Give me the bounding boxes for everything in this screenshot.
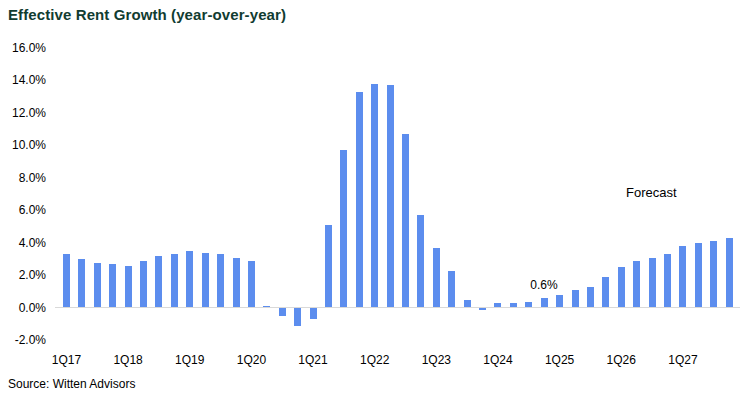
source-note: Source: Witten Advisors xyxy=(8,377,135,391)
bar-2Q17 xyxy=(78,259,85,308)
zero-axis-line xyxy=(55,307,740,308)
y-axis-tick-label: 4.0% xyxy=(0,236,46,251)
bar-2Q22 xyxy=(387,85,394,308)
bar-1Q23 xyxy=(433,248,440,308)
x-axis-tick-label: 1Q25 xyxy=(538,353,582,368)
x-axis-tick-label: 1Q26 xyxy=(599,353,643,368)
bar-4Q22 xyxy=(417,215,424,308)
bar-4Q25 xyxy=(602,277,609,308)
bar-2Q18 xyxy=(140,261,147,308)
bar-3Q21 xyxy=(340,150,347,308)
bar-4Q21 xyxy=(356,92,363,308)
x-axis-tick-label: 1Q27 xyxy=(661,353,705,368)
y-axis-tick-label: 2.0% xyxy=(0,268,46,283)
bar-4Q26 xyxy=(664,254,671,308)
bar-3Q19 xyxy=(217,254,224,308)
bar-1Q22 xyxy=(371,84,378,308)
bar-2Q26 xyxy=(633,261,640,308)
x-axis-tick-label: 1Q20 xyxy=(229,353,273,368)
y-axis-tick-label: 0.0% xyxy=(0,301,46,316)
bar-2Q25 xyxy=(572,290,579,308)
bar-2Q21 xyxy=(325,225,332,308)
bar-2Q23 xyxy=(448,271,455,308)
bar-2Q27 xyxy=(695,243,702,308)
bar-1Q21 xyxy=(310,308,317,319)
y-axis-tick-label: 14.0% xyxy=(0,73,46,88)
y-axis-tick-label: 16.0% xyxy=(0,41,46,56)
y-axis-tick-label: 10.0% xyxy=(0,138,46,153)
x-axis-tick-label: 1Q21 xyxy=(291,353,335,368)
x-axis-tick-label: 1Q22 xyxy=(353,353,397,368)
bar-1Q17 xyxy=(63,254,70,308)
bar-4Q17 xyxy=(109,264,116,308)
bar-3Q26 xyxy=(649,258,656,308)
x-axis-tick-label: 1Q19 xyxy=(168,353,212,368)
x-axis-tick-label: 1Q17 xyxy=(45,353,89,368)
bar-1Q18 xyxy=(125,266,132,308)
bar-4Q19 xyxy=(233,258,240,308)
bar-3Q20 xyxy=(279,308,286,316)
chart-title: Effective Rent Growth (year-over-year) xyxy=(8,6,286,23)
bar-3Q22 xyxy=(402,134,409,308)
y-axis-tick-label: 8.0% xyxy=(0,171,46,186)
forecast-annotation: Forecast xyxy=(626,185,677,200)
bar-3Q17 xyxy=(94,263,101,309)
y-axis-tick-label: 12.0% xyxy=(0,106,46,121)
bar-3Q27 xyxy=(710,241,717,308)
value-callout-annotation: 0.6% xyxy=(522,278,566,292)
x-axis-tick-label: 1Q18 xyxy=(106,353,150,368)
bar-2Q19 xyxy=(202,253,209,308)
bar-1Q19 xyxy=(186,251,193,308)
x-axis-tick-label: 1Q23 xyxy=(414,353,458,368)
bar-1Q26 xyxy=(618,267,625,308)
y-axis-tick-label: -2.0% xyxy=(0,333,46,348)
bar-4Q18 xyxy=(171,254,178,308)
bar-3Q18 xyxy=(155,256,162,308)
bar-4Q20 xyxy=(294,308,301,326)
bar-1Q20 xyxy=(248,261,255,308)
bar-3Q25 xyxy=(587,287,594,308)
y-axis-tick-label: 6.0% xyxy=(0,203,46,218)
bar-1Q27 xyxy=(679,246,686,308)
x-axis-tick-label: 1Q24 xyxy=(476,353,520,368)
bar-4Q27 xyxy=(726,238,733,308)
chart-canvas: Effective Rent Growth (year-over-year) 1… xyxy=(0,0,743,402)
